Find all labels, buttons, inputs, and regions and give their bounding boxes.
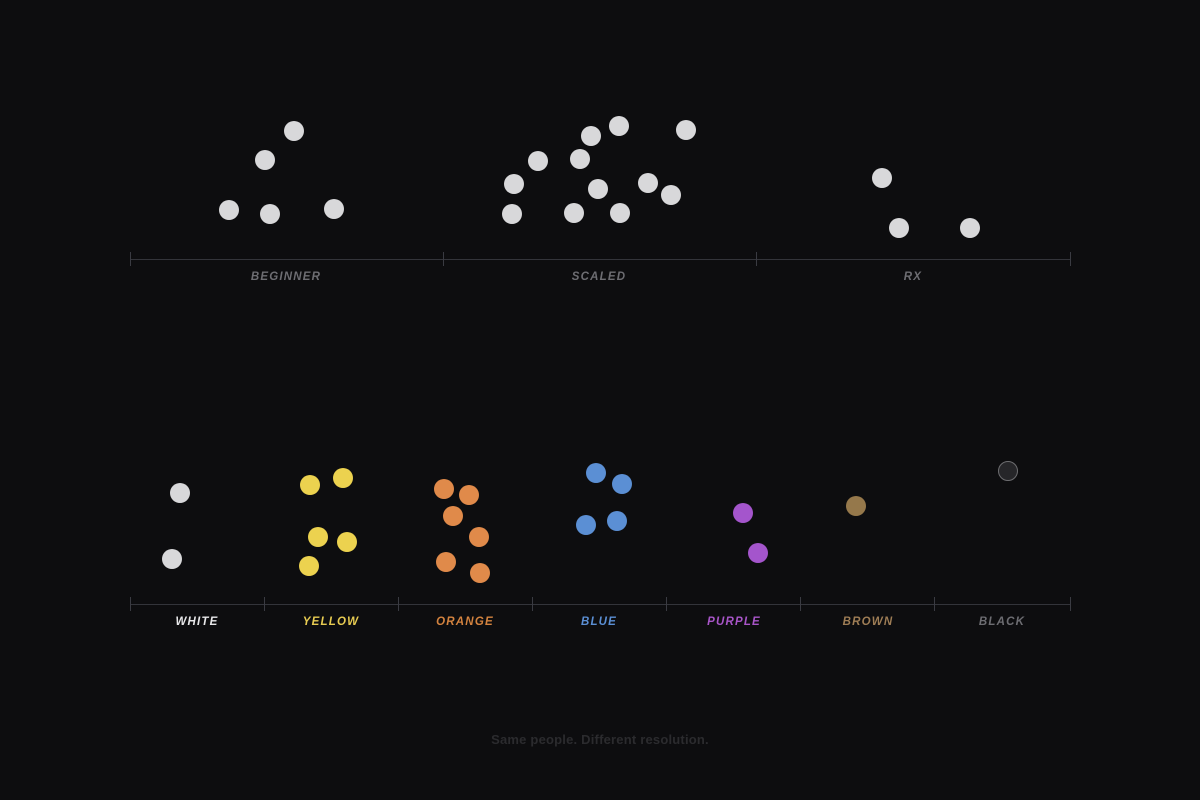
data-point-blue [612, 474, 632, 494]
data-point-orange [459, 485, 479, 505]
data-point-orange [470, 563, 490, 583]
axis-baseline [130, 604, 1070, 605]
axis-category-label-yellow: YELLOW [303, 616, 359, 628]
data-point-scaled [581, 126, 601, 146]
axis-tick [264, 597, 265, 611]
footer-caption: Same people. Different resolution. [0, 732, 1200, 747]
axis-category-label-purple: PURPLE [707, 616, 761, 628]
data-point-rx [889, 218, 909, 238]
axis-tick [1070, 597, 1071, 611]
axis-tick [398, 597, 399, 611]
axis-category-label-scaled: SCALED [572, 271, 626, 283]
axis-tick [443, 252, 444, 266]
data-point-blue [607, 511, 627, 531]
data-point-scaled [610, 203, 630, 223]
data-point-orange [469, 527, 489, 547]
axis-tick [934, 597, 935, 611]
axis-category-label-blue: BLUE [581, 616, 617, 628]
axis-tick [1070, 252, 1071, 266]
data-point-white [170, 483, 190, 503]
axis-category-label-rx: RX [904, 271, 922, 283]
canvas-root: BEGINNER SCALED RX WHITE YELLOW ORANGE BLUE PU… [0, 0, 1200, 800]
data-point-scaled [502, 204, 522, 224]
data-point-beginner [284, 121, 304, 141]
axis-tick [130, 597, 131, 611]
axis-tick [130, 252, 131, 266]
data-point-purple [748, 543, 768, 563]
belt-scatter-chart: WHITE YELLOW ORANGE BLUE PURPLE BROWN BLACK [0, 0, 1200, 800]
axis-category-label-black: BLACK [979, 616, 1025, 628]
data-point-rx [960, 218, 980, 238]
axis-category-label-brown: BROWN [843, 616, 894, 628]
axis-tick [666, 597, 667, 611]
data-point-orange [434, 479, 454, 499]
data-point-yellow [299, 556, 319, 576]
data-point-scaled [564, 203, 584, 223]
data-point-black [998, 461, 1018, 481]
division-scatter-chart: BEGINNER SCALED RX [0, 0, 1200, 800]
data-point-yellow [337, 532, 357, 552]
data-point-scaled [570, 149, 590, 169]
data-point-blue [576, 515, 596, 535]
data-point-orange [436, 552, 456, 572]
axis-category-label-orange: ORANGE [436, 616, 494, 628]
data-point-scaled [609, 116, 629, 136]
data-point-yellow [333, 468, 353, 488]
axis-tick [800, 597, 801, 611]
data-point-scaled [528, 151, 548, 171]
data-point-rx [872, 168, 892, 188]
data-point-beginner [255, 150, 275, 170]
data-point-beginner [219, 200, 239, 220]
data-point-beginner [260, 204, 280, 224]
axis-category-label-white: WHITE [175, 616, 218, 628]
data-point-blue [586, 463, 606, 483]
axis-tick [532, 597, 533, 611]
data-point-scaled [661, 185, 681, 205]
data-point-scaled [676, 120, 696, 140]
data-point-scaled [504, 174, 524, 194]
axis-tick [756, 252, 757, 266]
data-point-brown [846, 496, 866, 516]
data-point-white [162, 549, 182, 569]
axis-baseline [130, 259, 1070, 260]
data-point-scaled [588, 179, 608, 199]
data-point-beginner [324, 199, 344, 219]
data-point-yellow [308, 527, 328, 547]
data-point-purple [733, 503, 753, 523]
axis-category-label-beginner: BEGINNER [251, 271, 321, 283]
data-point-scaled [638, 173, 658, 193]
data-point-orange [443, 506, 463, 526]
data-point-yellow [300, 475, 320, 495]
